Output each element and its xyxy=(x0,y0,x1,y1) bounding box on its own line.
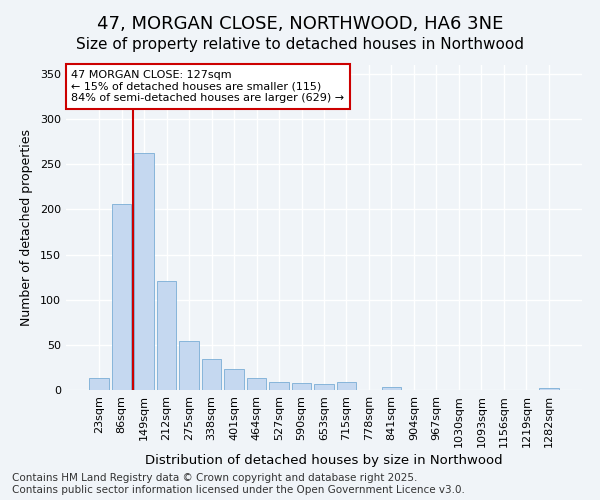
Bar xyxy=(269,382,289,390)
Bar xyxy=(157,281,176,390)
Text: Size of property relative to detached houses in Northwood: Size of property relative to detached ho… xyxy=(76,38,524,52)
Bar xyxy=(179,341,199,390)
Bar xyxy=(224,369,244,390)
Bar xyxy=(134,152,154,390)
Text: 47, MORGAN CLOSE, NORTHWOOD, HA6 3NE: 47, MORGAN CLOSE, NORTHWOOD, HA6 3NE xyxy=(97,15,503,33)
X-axis label: Distribution of detached houses by size in Northwood: Distribution of detached houses by size … xyxy=(145,454,503,467)
Bar xyxy=(539,388,559,390)
Bar xyxy=(382,388,401,390)
Bar xyxy=(292,383,311,390)
Bar xyxy=(89,378,109,390)
Bar xyxy=(314,384,334,390)
Text: 47 MORGAN CLOSE: 127sqm
← 15% of detached houses are smaller (115)
84% of semi-d: 47 MORGAN CLOSE: 127sqm ← 15% of detache… xyxy=(71,70,344,103)
Bar xyxy=(247,378,266,390)
Text: Contains HM Land Registry data © Crown copyright and database right 2025.
Contai: Contains HM Land Registry data © Crown c… xyxy=(12,474,465,495)
Bar xyxy=(112,204,131,390)
Bar xyxy=(337,382,356,390)
Bar xyxy=(202,360,221,390)
Y-axis label: Number of detached properties: Number of detached properties xyxy=(20,129,33,326)
